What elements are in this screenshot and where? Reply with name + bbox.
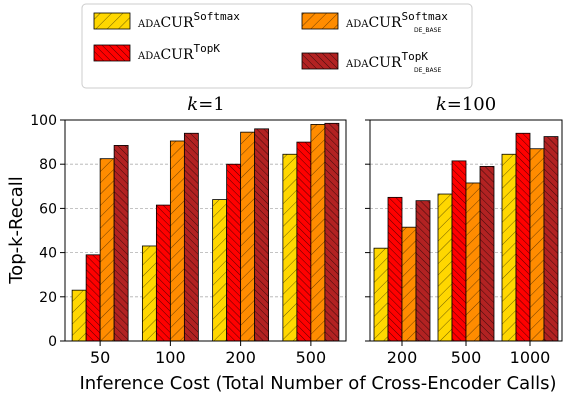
y-tick-label: 0	[48, 334, 57, 350]
x-tick-label: 500	[451, 348, 482, 367]
bar-hatch	[466, 182, 480, 341]
x-tick-label: 200	[387, 348, 418, 367]
x-tick-label: 1000	[510, 348, 551, 367]
bar-hatch	[114, 145, 129, 341]
y-tick-label: 100	[30, 113, 57, 129]
bar-hatch	[374, 248, 388, 341]
bar-hatch	[86, 254, 101, 341]
bar-hatch	[416, 200, 430, 341]
bar-hatch	[438, 194, 452, 341]
plot-layer: 50 100 200 500 0 20 40 60 80 100 200 500 1000	[30, 113, 563, 367]
bar-hatch	[212, 199, 227, 341]
bar-hatch	[184, 133, 199, 341]
bar-hatch	[170, 140, 185, 341]
bar-hatch	[296, 142, 311, 341]
legend-swatch-hatch	[302, 53, 338, 69]
legend-subscript: DE_BASE	[414, 67, 441, 74]
x-tick-label: 200	[225, 348, 256, 367]
bar-hatch	[516, 133, 530, 341]
bar-hatch	[452, 160, 466, 341]
legend-label: ADACURTopK	[345, 50, 428, 71]
legend-swatch-hatch	[302, 13, 338, 29]
bar-hatch	[142, 245, 157, 341]
panel-title-left: k=1	[187, 94, 224, 115]
bar-hatch	[100, 158, 115, 341]
bar-hatch	[502, 154, 516, 341]
bar-hatch	[310, 124, 325, 341]
x-axis-label: Inference Cost (Total Number of Cross-En…	[79, 373, 556, 394]
y-tick-label: 40	[39, 246, 57, 262]
bar-hatch	[388, 197, 402, 341]
x-tick-label: 100	[155, 348, 186, 367]
y-tick-label: 60	[39, 201, 57, 217]
bar-hatch	[240, 132, 255, 341]
panel-frame	[369, 119, 563, 342]
bar-hatch	[254, 128, 269, 341]
legend-swatch-hatch	[94, 13, 130, 29]
legend-label: ADACURSoftmax	[345, 10, 448, 31]
bar-hatch	[156, 205, 171, 341]
legend: ADACURSoftmaxADACURTopKADACURSoftmaxDE_B…	[93, 10, 448, 74]
panel-0: 50 100 200 500 0 20 40 60 80 100	[30, 113, 347, 367]
panel-1: 200 500 1000	[365, 119, 563, 367]
bar-hatch	[226, 164, 241, 341]
legend-item-0: ADACURSoftmax	[93, 10, 240, 31]
bar-hatch	[480, 166, 494, 341]
bar-hatch	[530, 148, 544, 341]
y-tick-label: 80	[39, 157, 57, 173]
bar-hatch	[282, 154, 297, 341]
bar-hatch	[402, 227, 416, 341]
bar-hatch	[324, 123, 339, 341]
legend-item-1: ADACURTopK	[93, 42, 220, 63]
legend-subscript: DE_BASE	[414, 27, 441, 34]
y-axis-label: Top-k-Recall	[6, 176, 27, 285]
bar-hatch	[544, 136, 558, 341]
bar-hatch	[72, 290, 87, 341]
panel-title-right: k=100	[436, 94, 496, 115]
legend-box	[81, 3, 473, 89]
legend-label: ADACURTopK	[137, 42, 220, 63]
x-tick-label: 500	[296, 348, 327, 367]
legend-label: ADACURSoftmax	[137, 10, 240, 31]
legend-swatch-hatch	[94, 45, 130, 61]
x-tick-label: 50	[90, 348, 110, 367]
panel-frame	[64, 119, 347, 342]
y-tick-label: 20	[39, 290, 57, 306]
